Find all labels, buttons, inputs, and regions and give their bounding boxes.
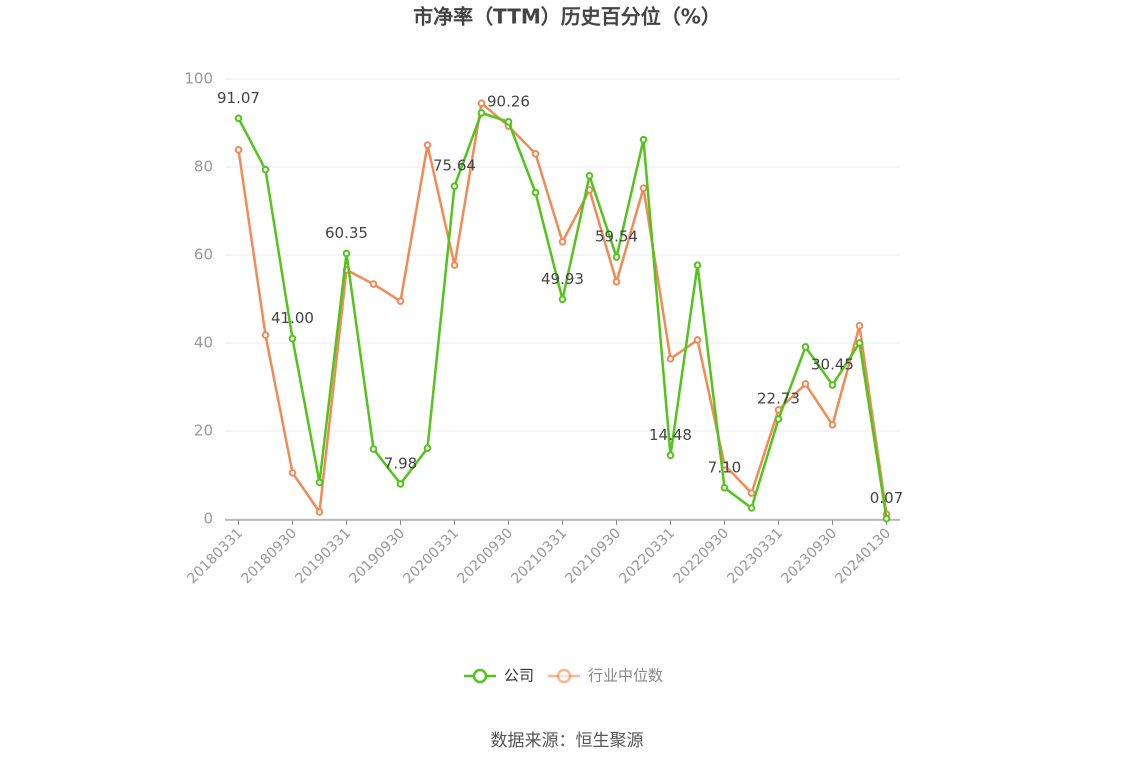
data-point <box>639 184 648 192</box>
data-label: 7.98 <box>384 454 417 472</box>
data-point <box>747 489 756 497</box>
chart-title: 市净率（TTM）历史百分位（%） <box>413 5 721 29</box>
y-tick-label: 0 <box>203 510 213 528</box>
data-point <box>423 141 432 149</box>
data-point <box>477 109 486 117</box>
data-point <box>666 355 675 363</box>
data-point <box>747 504 756 512</box>
data-label: 22.73 <box>757 389 800 407</box>
data-point <box>261 331 270 339</box>
legend-label[interactable]: 行业中位数 <box>588 667 663 685</box>
series-line <box>237 111 888 519</box>
data-point <box>423 444 432 452</box>
data-point <box>396 480 405 488</box>
y-tick-label: 100 <box>184 70 213 88</box>
data-point <box>531 150 540 158</box>
data-label: 49.93 <box>541 270 584 288</box>
y-tick-label: 40 <box>194 334 213 352</box>
data-label: 60.35 <box>325 224 368 242</box>
data-point <box>693 261 702 269</box>
legend-marker[interactable] <box>472 668 488 684</box>
data-label: 91.07 <box>217 89 260 107</box>
data-point <box>369 280 378 288</box>
data-point <box>315 478 324 487</box>
x-tick-label: 20200331 <box>400 525 462 587</box>
data-point <box>504 118 513 126</box>
data-point <box>342 249 351 258</box>
data-label: 0.07 <box>870 489 903 507</box>
data-label: 41.00 <box>271 309 314 327</box>
data-point <box>234 146 243 154</box>
data-point <box>396 297 405 306</box>
series-line <box>237 100 888 516</box>
data-point <box>855 339 864 347</box>
data-point <box>315 508 324 516</box>
data-point <box>693 336 702 344</box>
data-label: 14.48 <box>649 426 692 444</box>
legend-label[interactable]: 公司 <box>504 667 534 685</box>
x-tick-label: 20210930 <box>562 525 624 587</box>
data-point <box>828 421 837 429</box>
data-point <box>612 278 621 286</box>
data-label: 7.10 <box>708 458 741 476</box>
x-tick-label: 20180331 <box>184 525 246 587</box>
data-point <box>288 469 297 477</box>
x-tick-label: 20180930 <box>238 525 300 587</box>
x-tick-label: 20210331 <box>508 525 570 587</box>
x-tick-label: 20190331 <box>292 525 354 587</box>
data-point <box>882 514 891 523</box>
data-point <box>639 135 648 144</box>
data-point <box>855 322 864 330</box>
x-tick-label: 20200930 <box>454 525 516 587</box>
data-point <box>369 445 378 453</box>
data-point <box>450 182 459 190</box>
data-point <box>720 483 729 492</box>
x-tick-label: 20220930 <box>670 525 732 587</box>
data-point <box>531 188 540 197</box>
data-point <box>774 415 783 423</box>
source-note: 数据来源：恒生聚源 <box>491 731 644 751</box>
data-point <box>828 381 837 389</box>
data-point <box>585 172 594 180</box>
legend-marker[interactable] <box>556 668 572 684</box>
data-point <box>450 261 459 269</box>
data-point <box>261 165 270 174</box>
data-label: 59.54 <box>595 228 638 246</box>
data-label: 75.64 <box>433 157 476 175</box>
x-tick-label: 20230930 <box>778 525 840 587</box>
data-point <box>558 238 567 246</box>
data-point <box>666 451 675 460</box>
data-point <box>801 343 810 351</box>
data-point <box>234 114 243 123</box>
x-tick-label: 20190930 <box>346 525 408 587</box>
data-point <box>288 334 297 343</box>
y-tick-label: 20 <box>194 422 213 440</box>
data-label: 90.26 <box>487 92 530 110</box>
data-point <box>558 295 567 304</box>
data-point <box>801 380 810 388</box>
x-tick-label: 20230331 <box>724 525 786 587</box>
data-label: 30.45 <box>811 356 854 374</box>
x-tick-label: 20220331 <box>616 525 678 587</box>
data-point <box>477 99 486 107</box>
y-tick-label: 60 <box>194 246 213 264</box>
x-tick-label: 20240130 <box>832 525 894 587</box>
data-point <box>612 253 621 261</box>
y-tick-label: 80 <box>194 158 213 176</box>
